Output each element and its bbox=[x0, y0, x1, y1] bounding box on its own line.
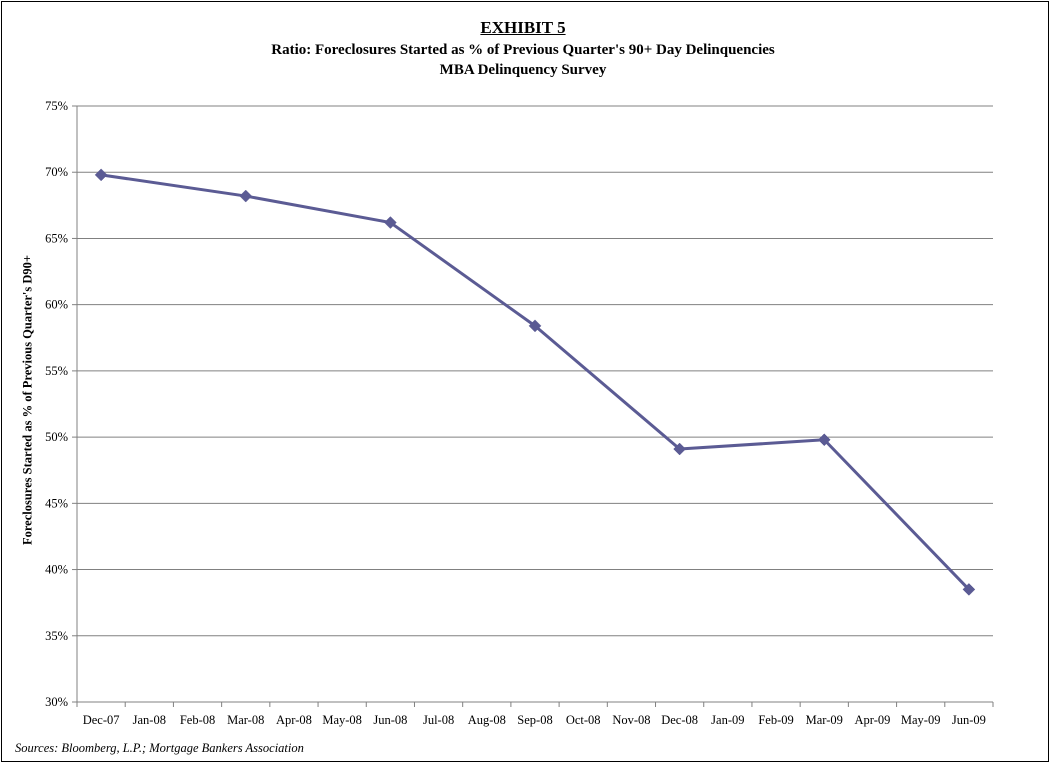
x-tick-label: Oct-08 bbox=[566, 713, 601, 727]
x-tick-label: Dec-07 bbox=[83, 713, 120, 727]
series-line bbox=[100, 173, 970, 591]
source-note: Sources: Bloomberg, L.P.; Mortgage Banke… bbox=[15, 741, 304, 755]
data-point-marker bbox=[384, 216, 397, 229]
x-tick-label: Feb-09 bbox=[758, 713, 793, 727]
y-tick-label: 55% bbox=[45, 364, 68, 378]
x-tick-label: Sep-08 bbox=[517, 713, 552, 727]
x-tick-label: Mar-08 bbox=[227, 713, 264, 727]
x-tick-label: Jul-08 bbox=[423, 713, 454, 727]
x-tick-label: Jun-09 bbox=[952, 713, 986, 727]
y-tick-label: 60% bbox=[45, 298, 68, 312]
chart-title: Ratio: Foreclosures Started as % of Prev… bbox=[271, 42, 775, 58]
y-tick-label: 50% bbox=[45, 430, 68, 444]
x-tick-label: May-08 bbox=[322, 713, 362, 727]
x-tick-label: Nov-08 bbox=[612, 713, 650, 727]
data-point-marker bbox=[94, 168, 108, 182]
y-tick-label: 65% bbox=[45, 231, 68, 245]
data-point-marker bbox=[817, 433, 831, 447]
x-tick-label: Jun-08 bbox=[373, 713, 407, 727]
y-tick-label: 70% bbox=[45, 165, 68, 179]
x-tick-label: Feb-08 bbox=[180, 713, 215, 727]
x-tick-label: Dec-08 bbox=[661, 713, 698, 727]
data-point-marker bbox=[673, 442, 686, 456]
x-tick-label: May-09 bbox=[901, 713, 941, 727]
x-tick-label: Mar-09 bbox=[806, 713, 843, 727]
y-tick-label: 35% bbox=[45, 629, 68, 643]
x-tick-label: Apr-09 bbox=[855, 713, 891, 727]
exhibit-title: EXHIBIT 5 bbox=[480, 18, 566, 37]
y-tick-label: 45% bbox=[45, 496, 68, 510]
chart-subtitle: MBA Delinquency Survey bbox=[439, 62, 607, 78]
chart-titles: EXHIBIT 5 Ratio: Foreclosures Started as… bbox=[0, 18, 1046, 80]
y-tick-label: 75% bbox=[45, 99, 68, 113]
data-point-marker bbox=[528, 319, 542, 333]
x-tick-label: Jan-09 bbox=[711, 713, 744, 727]
data-point-marker bbox=[962, 583, 976, 596]
data-point-marker bbox=[239, 189, 253, 203]
x-tick-label: Jan-08 bbox=[133, 713, 166, 727]
x-tick-label: Apr-08 bbox=[276, 713, 312, 727]
y-tick-label: 40% bbox=[45, 563, 68, 577]
y-tick-label: 30% bbox=[45, 695, 68, 709]
x-tick-label: Aug-08 bbox=[468, 713, 506, 727]
